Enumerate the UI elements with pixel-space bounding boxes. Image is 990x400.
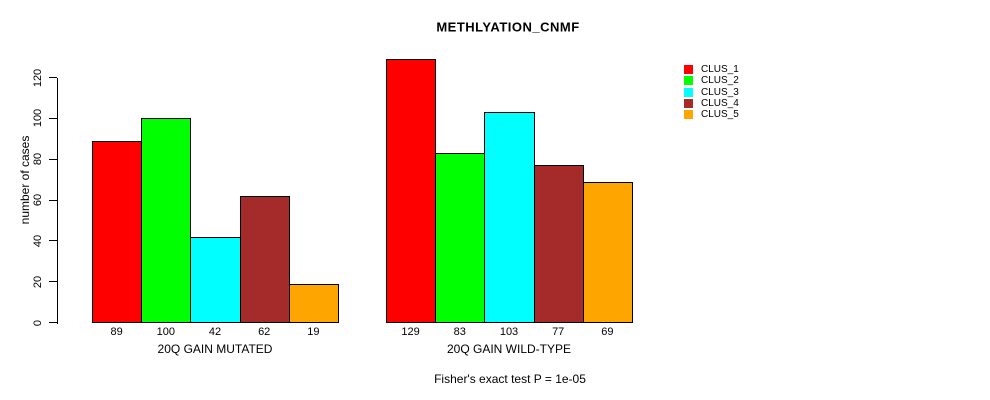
bar-clus_5 bbox=[289, 284, 339, 323]
bar-clus_3 bbox=[484, 112, 535, 323]
legend-item: CLUS_3 bbox=[684, 87, 739, 98]
y-axis-label: number of cases bbox=[18, 135, 32, 225]
legend-item: CLUS_2 bbox=[684, 75, 739, 86]
legend-label: CLUS_4 bbox=[701, 98, 739, 110]
bar-value-label: 42 bbox=[208, 326, 222, 338]
legend-label: CLUS_5 bbox=[701, 109, 739, 121]
bar-clus_4 bbox=[240, 196, 290, 323]
bar-clus_1 bbox=[386, 59, 436, 323]
legend: CLUS_1 CLUS_2 CLUS_3 CLUS_4 CLUS_5 bbox=[684, 64, 739, 120]
legend-label: CLUS_3 bbox=[701, 86, 739, 98]
bar-clus_2 bbox=[141, 118, 191, 323]
bar-clus_4 bbox=[534, 165, 584, 323]
bar-value-label: 77 bbox=[552, 326, 565, 338]
x-group-label-wild-type: 20Q GAIN WILD-TYPE bbox=[446, 342, 572, 356]
bar-value-label: 129 bbox=[401, 326, 420, 338]
legend-label: CLUS_1 bbox=[701, 64, 739, 76]
y-tick-label: 20 bbox=[32, 275, 44, 288]
y-tick-mark bbox=[49, 322, 57, 323]
y-tick-mark bbox=[49, 281, 57, 283]
bar-clus_1 bbox=[92, 141, 142, 323]
legend-swatch-clus-5 bbox=[684, 110, 693, 120]
x-group-label-mutated: 20Q GAIN MUTATED bbox=[157, 342, 273, 356]
y-axis-line bbox=[57, 77, 58, 324]
y-tick-label: 120 bbox=[32, 68, 44, 87]
legend-swatch-clus-2 bbox=[684, 76, 693, 86]
bar-value-label: 103 bbox=[499, 326, 519, 338]
bar-value-label: 100 bbox=[156, 326, 175, 338]
bar-value-label: 19 bbox=[307, 326, 320, 338]
legend-swatch-clus-3 bbox=[684, 87, 693, 97]
y-tick-mark bbox=[49, 117, 57, 119]
y-tick-label: 0 bbox=[32, 319, 44, 326]
legend-swatch-clus-4 bbox=[684, 99, 693, 109]
legend-item: CLUS_4 bbox=[684, 98, 739, 109]
bar-value-label: 83 bbox=[453, 326, 466, 338]
y-tick-label: 40 bbox=[32, 234, 44, 247]
legend-swatch-clus-1 bbox=[684, 65, 693, 75]
y-tick-mark bbox=[49, 240, 57, 242]
bar-value-label: 89 bbox=[110, 326, 123, 338]
bar-value-label: 62 bbox=[258, 326, 271, 338]
bar-clus_2 bbox=[435, 153, 485, 323]
y-tick-mark bbox=[49, 77, 57, 78]
legend-item: CLUS_1 bbox=[684, 64, 739, 75]
y-tick-label: 80 bbox=[32, 153, 44, 166]
y-tick-label: 60 bbox=[32, 193, 44, 207]
legend-item: CLUS_5 bbox=[684, 109, 739, 120]
y-tick-mark bbox=[49, 199, 57, 201]
y-tick-label: 100 bbox=[32, 109, 44, 128]
annotation-text: Fisher's exact test P = 1e-05 bbox=[434, 372, 586, 386]
bar-clus_5 bbox=[583, 182, 633, 323]
chart-title: METHLYATION_CNMF bbox=[436, 19, 580, 35]
y-tick-mark bbox=[49, 158, 57, 160]
legend-label: CLUS_2 bbox=[701, 75, 739, 87]
bar-clus_3 bbox=[190, 237, 241, 323]
bar-value-label: 69 bbox=[601, 326, 614, 338]
